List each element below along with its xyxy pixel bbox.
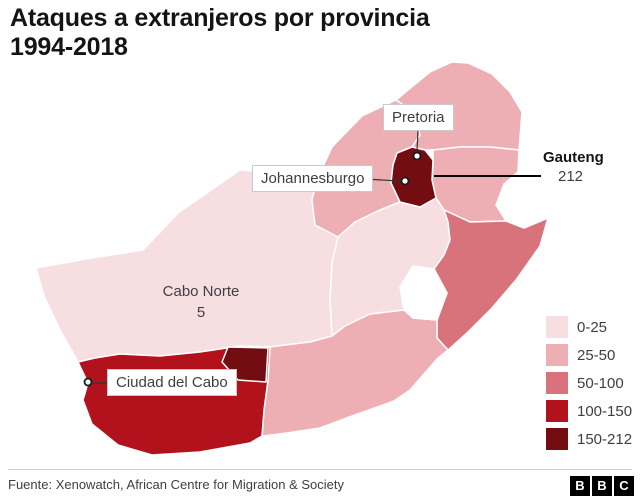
title-line-2: 1994-2018: [10, 33, 128, 61]
legend-label-50-100: 50-100: [577, 374, 624, 392]
footer-divider: [8, 469, 632, 470]
legend-swatch-100-150: [546, 400, 568, 422]
gauteng-value: 212: [558, 167, 584, 185]
bbc-logo-letter-b2: B: [592, 476, 612, 496]
johannesburg-label-text: Johannesburgo: [261, 170, 365, 187]
cabo-norte-label: Cabo Norte 5: [153, 281, 249, 323]
legend-swatch-0-25: [546, 316, 568, 338]
pretoria-city-dot: [412, 151, 422, 161]
cape-town-label: Ciudad del Cabo: [107, 369, 237, 396]
province-kwazulu-natal: [433, 209, 549, 351]
legend-swatch-50-100: [546, 372, 568, 394]
legend-row-2: 25-50: [546, 344, 632, 366]
legend-label-0-25: 0-25: [577, 318, 608, 336]
province-eastern-cape: [261, 309, 449, 437]
bbc-logo-letter-b1: B: [570, 476, 590, 496]
legend-label-150-212: 150-212: [577, 430, 633, 448]
bbc-logo-letter-c: C: [614, 476, 634, 496]
cape-town-city-dot: [83, 377, 93, 387]
johannesburg-label: Johannesburgo: [252, 165, 374, 192]
pretoria-label: Pretoria: [383, 104, 454, 131]
source-attribution: Fuente: Xenowatch, African Centre for Mi…: [8, 477, 345, 492]
province-gauteng: [390, 146, 437, 208]
legend-label-25-50: 25-50: [577, 346, 616, 364]
legend-row-3: 50-100: [546, 372, 632, 394]
legend-row-4: 100-150: [546, 400, 632, 422]
bbc-logo: B B C: [570, 476, 634, 496]
legend-row-1: 0-25: [546, 316, 632, 338]
cabo-norte-value: 5: [196, 304, 206, 321]
provinces-group: [35, 61, 549, 456]
johannesburg-city-dot: [400, 176, 410, 186]
legend: 0-25 25-50 50-100 100-150 150-212: [546, 316, 632, 456]
province-northern-cape: [35, 169, 339, 363]
page-title: Ataques a extranjeros por provincia 1994…: [10, 4, 430, 62]
legend-label-100-150: 100-150: [577, 402, 633, 420]
pretoria-callout-line: [416, 130, 419, 152]
legend-row-5: 150-212: [546, 428, 632, 450]
gauteng-name: Gauteng: [543, 149, 604, 166]
lesotho-area: [399, 265, 448, 321]
gauteng-callout: Gauteng 212: [543, 149, 604, 187]
cape-town-label-text: Ciudad del Cabo: [116, 374, 228, 391]
legend-swatch-25-50: [546, 344, 568, 366]
title-line-1: Ataques a extranjeros por provincia: [10, 4, 430, 32]
legend-swatch-150-212: [546, 428, 568, 450]
pretoria-label-text: Pretoria: [392, 109, 445, 126]
cabo-norte-name: Cabo Norte: [162, 283, 240, 300]
